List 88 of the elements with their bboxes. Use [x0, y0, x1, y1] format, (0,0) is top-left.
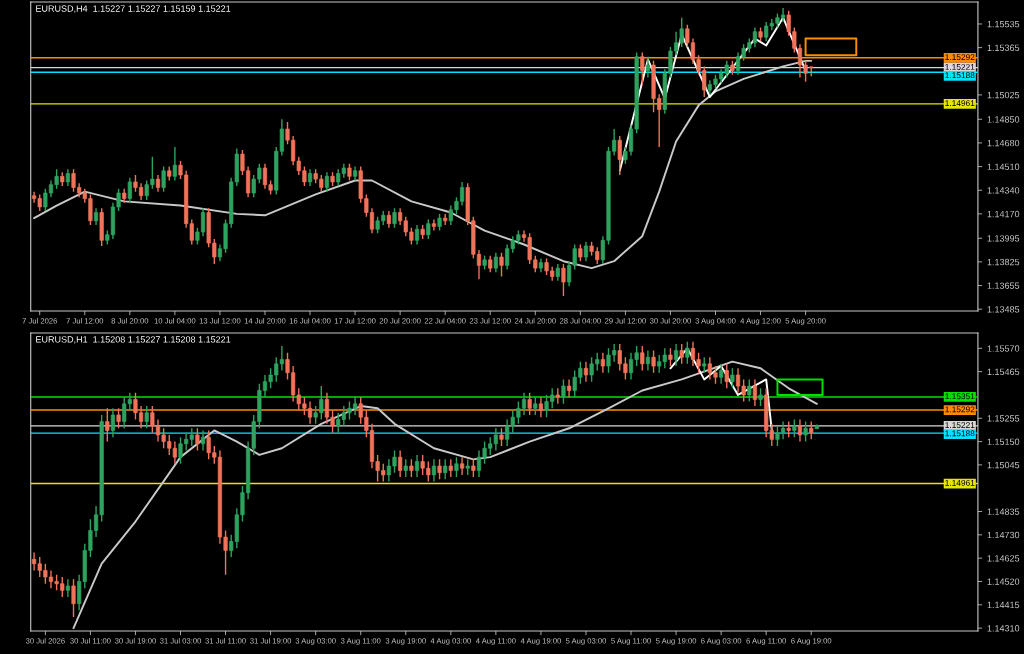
candlestick — [161, 165, 166, 193]
candlestick — [679, 343, 684, 365]
candlestick — [172, 146, 177, 182]
candlestick — [414, 224, 420, 246]
ref-line-label: 1.15292 — [945, 54, 975, 61]
ref-line-label: 1.15351 — [945, 393, 975, 400]
candlestick — [640, 51, 645, 86]
candlestick — [719, 363, 724, 385]
y-tick-label: 1.14510 — [987, 163, 1020, 170]
candlestick — [685, 340, 690, 365]
candlestick — [747, 378, 752, 403]
y-tick-label: 1.14730 — [987, 531, 1020, 539]
candlestick — [673, 343, 679, 367]
candlestick — [127, 177, 132, 204]
candlestick — [561, 263, 566, 297]
y-tick-label: 1.15150 — [987, 438, 1020, 445]
candlestick — [144, 405, 149, 429]
ref-line-label: 1.14961 — [945, 100, 975, 107]
candlestick — [752, 378, 758, 407]
ref-line-label: 1.14961 — [945, 479, 975, 486]
candlestick — [561, 378, 566, 405]
ref-line-label: 1.15188 — [945, 430, 975, 437]
candlestick — [431, 218, 437, 232]
candlestick — [527, 392, 532, 416]
y-tick-label: 1.14415 — [987, 601, 1020, 609]
candlestick — [448, 458, 453, 478]
y-tick-label: 1.15045 — [987, 461, 1020, 469]
ref-line-label: 1.15188 — [945, 72, 975, 79]
candlestick — [454, 456, 459, 478]
candlestick — [459, 456, 465, 476]
candlestick — [538, 396, 544, 418]
candlestick — [324, 171, 330, 193]
candlestick — [431, 458, 437, 483]
y-tick-label: 1.14310 — [987, 625, 1020, 632]
y-tick-label: 1.15365 — [987, 44, 1020, 51]
y-tick-label: 1.14340 — [987, 187, 1020, 194]
y-tick-label: 1.13485 — [987, 306, 1020, 313]
y-tick-label: 1.15570 — [987, 345, 1020, 352]
y-tick-label: 1.14850 — [987, 116, 1020, 123]
y-tick-label: 1.14170 — [987, 210, 1020, 218]
candlestick — [437, 458, 442, 481]
ref-line-label: 1.15221 — [945, 64, 975, 70]
candlestick — [105, 407, 110, 443]
candlestick — [71, 578, 76, 618]
candlestick — [398, 449, 403, 478]
y-tick-label: 1.14625 — [987, 555, 1020, 562]
candlestick — [645, 55, 651, 79]
candlestick — [583, 360, 589, 383]
candlestick — [803, 420, 808, 443]
candlestick — [493, 252, 498, 274]
candlestick — [724, 363, 729, 389]
candlestick — [426, 218, 431, 240]
chart-title: EURUSD,H1 1.15208 1.15227 1.15208 1.15221 — [36, 336, 231, 344]
candlestick — [65, 578, 70, 598]
candlestick — [200, 429, 206, 452]
y-tick-label: 1.14680 — [987, 139, 1020, 147]
candlestick — [110, 407, 116, 438]
candlestick — [640, 345, 645, 372]
candlestick — [443, 458, 448, 481]
candlestick — [651, 349, 656, 374]
line-series — [33, 59, 813, 270]
line-series — [618, 16, 807, 172]
y-tick-label: 1.15255 — [987, 415, 1020, 422]
candlestick — [414, 454, 420, 478]
ref-line-label: 1.15292 — [945, 406, 975, 413]
candlestick — [645, 349, 651, 372]
candlestick — [555, 387, 560, 405]
candlestick — [116, 407, 121, 429]
candlestick — [566, 378, 572, 398]
y-tick-label: 1.13995 — [987, 235, 1020, 242]
candlestick — [617, 135, 622, 176]
candlestick — [499, 252, 504, 278]
candlestick — [600, 352, 605, 374]
y-tick-label: 1.14520 — [987, 578, 1020, 585]
y-tick-label: 1.15025 — [987, 91, 1020, 99]
y-tick-label: 1.15535 — [987, 20, 1020, 28]
candlestick — [195, 427, 200, 452]
ref-line-label: 1.15221 — [945, 422, 975, 429]
candlestick — [392, 207, 397, 229]
y-tick-label: 1.15465 — [987, 368, 1020, 375]
candlestick — [730, 367, 735, 389]
y-tick-label: 1.13655 — [987, 282, 1020, 289]
candlestick — [443, 213, 448, 226]
candlestick — [797, 418, 803, 443]
chart-title: EURUSD,H4 1.15227 1.15227 1.15159 1.15221 — [36, 5, 231, 13]
y-tick-label: 1.14835 — [987, 508, 1020, 515]
y-tick-label: 1.13825 — [987, 258, 1020, 266]
candlestick — [583, 241, 589, 262]
